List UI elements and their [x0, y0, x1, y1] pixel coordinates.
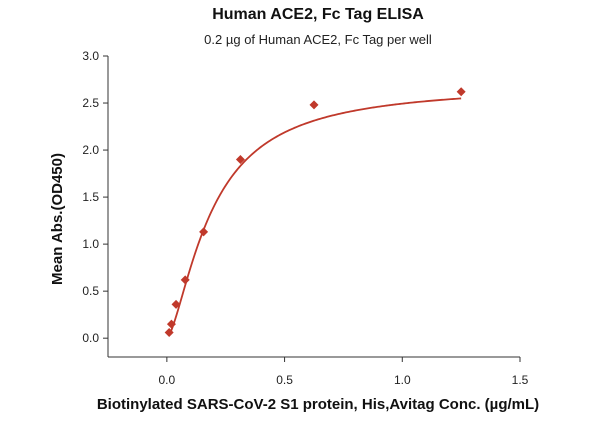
data-point — [166, 319, 176, 329]
y-tick-label: 2.5 — [82, 96, 99, 110]
data-point — [180, 275, 190, 285]
data-point — [199, 227, 209, 237]
y-tick-label: 3.0 — [82, 49, 99, 63]
x-tick-label: 0.0 — [159, 373, 176, 387]
axes — [107, 56, 520, 358]
data-point — [164, 328, 174, 338]
x-tick-label: 1.0 — [394, 373, 411, 387]
y-tick-label: 1.5 — [82, 190, 99, 204]
y-tick-label: 0.0 — [82, 331, 99, 345]
x-tick-label: 0.5 — [276, 373, 293, 387]
y-tick-label: 1.0 — [82, 237, 99, 251]
data-point — [171, 299, 181, 309]
chart-subtitle: 0.2 µg of Human ACE2, Fc Tag per well — [204, 32, 432, 47]
data-point — [309, 100, 319, 110]
data-points-layer — [164, 87, 466, 338]
data-point — [456, 87, 466, 97]
fit-curve-line — [168, 97, 462, 336]
y-axis-label: Mean Abs.(OD450) — [49, 153, 66, 285]
y-tick-label: 2.0 — [82, 143, 99, 157]
fit-curve-layer — [168, 97, 462, 336]
x-axis-label: Biotinylated SARS-CoV-2 S1 protein, His,… — [97, 396, 539, 413]
y-tick-label: 0.5 — [82, 284, 99, 298]
chart-title: Human ACE2, Fc Tag ELISA — [212, 6, 424, 23]
data-point — [235, 154, 245, 164]
ticks: 0.0 0.5 1.0 1.5 2.0 2.5 3.0 0.0 0.5 1.0 1.5 — [82, 49, 528, 387]
x-tick-label: 1.5 — [512, 373, 529, 387]
